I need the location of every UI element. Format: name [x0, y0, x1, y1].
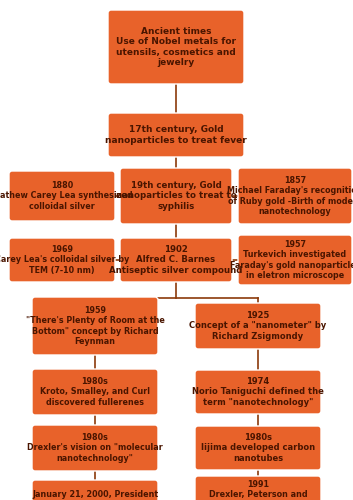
Text: 1902
Alfred C. Barnes
Antiseptic silver compound: 1902 Alfred C. Barnes Antiseptic silver … — [109, 245, 243, 275]
FancyBboxPatch shape — [195, 303, 321, 349]
Text: January 21, 2000, President
Bill Clinton advocated for
funding of research: January 21, 2000, President Bill Clinton… — [32, 490, 158, 500]
FancyBboxPatch shape — [195, 476, 321, 500]
Text: 1980s
Drexler's vision on "molecular
nanotechnology": 1980s Drexler's vision on "molecular nan… — [27, 433, 163, 463]
FancyBboxPatch shape — [238, 168, 352, 224]
FancyBboxPatch shape — [9, 171, 115, 221]
FancyBboxPatch shape — [120, 168, 232, 224]
FancyBboxPatch shape — [32, 297, 158, 355]
Text: 1969
Carey Lea's colloidal silver by
TEM (7-10 nm): 1969 Carey Lea's colloidal silver by TEM… — [0, 245, 129, 275]
FancyBboxPatch shape — [32, 369, 158, 415]
FancyBboxPatch shape — [195, 370, 321, 414]
Text: 17th century, Gold
nanoparticles to treat fever: 17th century, Gold nanoparticles to trea… — [105, 126, 247, 144]
FancyBboxPatch shape — [32, 480, 158, 500]
Text: 1974
Norio Taniguchi defined the
term "nanotechnology": 1974 Norio Taniguchi defined the term "n… — [192, 377, 324, 407]
Text: 1991
Drexler, Peterson and
Pergamit
the famous term
"nanomedicine": 1991 Drexler, Peterson and Pergamit the … — [209, 480, 307, 500]
Text: 1980s
Kroto, Smalley, and Curl
discovered fullerenes: 1980s Kroto, Smalley, and Curl discovere… — [40, 377, 150, 407]
Text: 1880
Mathew Carey Lea synthesized
colloidal silver: 1880 Mathew Carey Lea synthesized colloi… — [0, 181, 132, 211]
Text: 1925
Concept of a "nanometer" by
Richard Zsigmondy: 1925 Concept of a "nanometer" by Richard… — [189, 311, 327, 341]
Text: Ancient times
Use of Nobel metals for
utensils, cosmetics and
jewelry: Ancient times Use of Nobel metals for ut… — [116, 27, 236, 67]
FancyBboxPatch shape — [238, 235, 352, 285]
FancyBboxPatch shape — [108, 10, 244, 84]
FancyBboxPatch shape — [9, 238, 115, 282]
FancyBboxPatch shape — [195, 426, 321, 470]
FancyBboxPatch shape — [108, 113, 244, 157]
FancyBboxPatch shape — [32, 425, 158, 471]
Text: 1959
"There's Plenty of Room at the
Bottom" concept by Richard
Feynman: 1959 "There's Plenty of Room at the Bott… — [25, 306, 164, 346]
Text: 1857
Michael Faraday's recognition
of Ruby gold -Birth of modern
nanotechnology: 1857 Michael Faraday's recognition of Ru… — [227, 176, 353, 216]
Text: 1980s
Iijima developed carbon
nanotubes: 1980s Iijima developed carbon nanotubes — [201, 433, 315, 463]
Text: 1957
Turkevich investigated
Faraday's gold nanoparticles
in eletron microscope: 1957 Turkevich investigated Faraday's go… — [230, 240, 353, 280]
Text: 19th century, Gold
nanoparticles to treat to
syphilis: 19th century, Gold nanoparticles to trea… — [116, 181, 237, 211]
FancyBboxPatch shape — [120, 238, 232, 282]
